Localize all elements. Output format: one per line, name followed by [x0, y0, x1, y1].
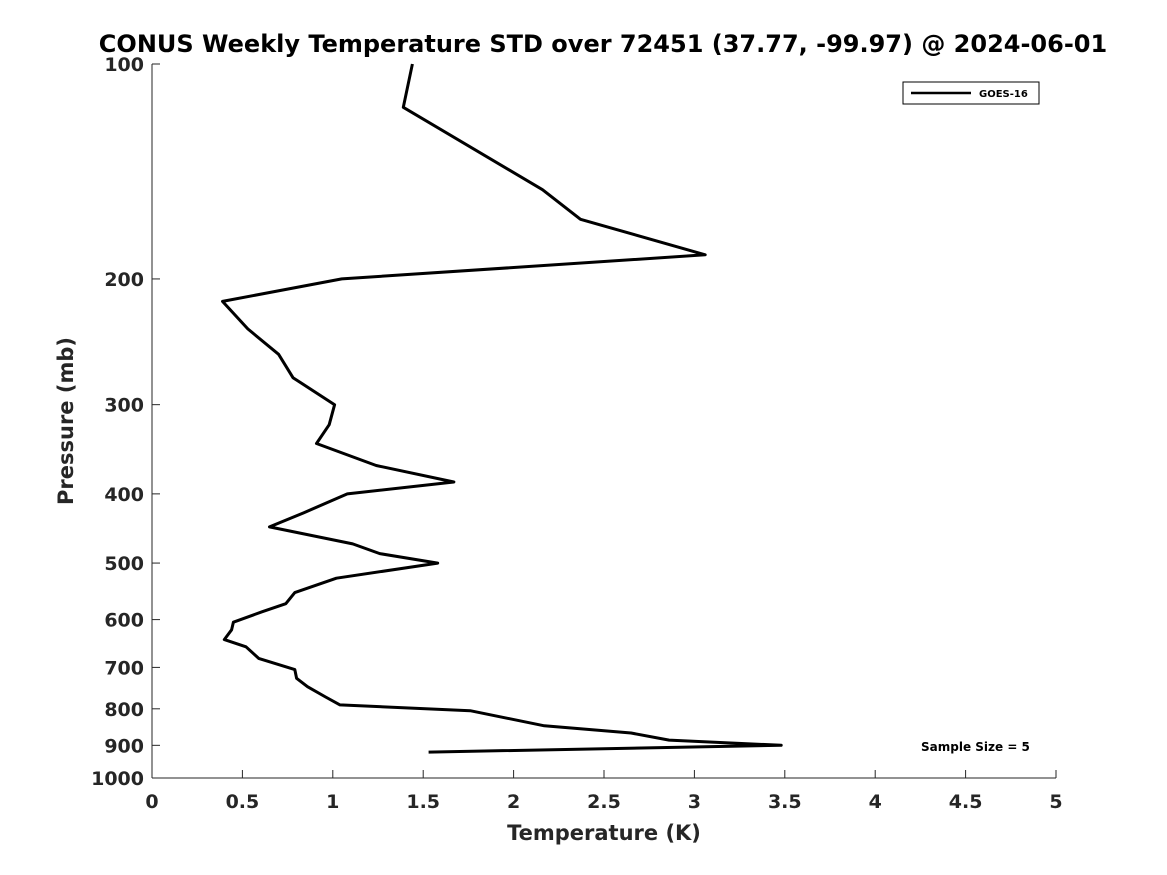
y-tick-label: 500	[104, 553, 144, 575]
axes: 0 0.5 1 1.5 2 2.5 3 3.5 4 4.5 5 100 200 300 400 500 600 7…	[91, 54, 1063, 813]
x-tick-label: 1	[326, 791, 339, 813]
y-tick-label: 200	[104, 269, 144, 291]
y-tick-label: 300	[104, 395, 144, 417]
y-axis-label: Pressure (mb)	[54, 337, 78, 505]
series-line-goes-16	[221, 63, 783, 754]
x-tick-label: 2.5	[587, 791, 621, 813]
x-tick-label: 5	[1049, 791, 1062, 813]
y-tick-label: 400	[104, 484, 144, 506]
x-tick-label: 4.5	[949, 791, 983, 813]
y-tick-label: 700	[104, 657, 144, 679]
y-tick-label: 900	[104, 735, 144, 757]
y-tick-label: 600	[104, 610, 144, 632]
y-tick-label: 1000	[91, 768, 144, 790]
series-layer	[221, 63, 783, 754]
x-tick-label: 0.5	[226, 791, 260, 813]
x-axis-label: Temperature (K)	[507, 821, 701, 845]
x-tick-label: 3	[688, 791, 701, 813]
sample-size-annotation: Sample Size = 5	[921, 740, 1030, 754]
x-tick-label: 4	[869, 791, 882, 813]
x-tick-label: 0	[145, 791, 158, 813]
chart-title: CONUS Weekly Temperature STD over 72451 …	[99, 30, 1107, 58]
x-tick-label: 3.5	[768, 791, 802, 813]
y-tick-label: 100	[104, 54, 144, 76]
legend-label-goes-16: GOES-16	[979, 89, 1028, 100]
legend: GOES-16	[902, 81, 1040, 105]
y-tick-label: 800	[104, 699, 144, 721]
x-tick-label: 1.5	[406, 791, 440, 813]
x-tick-label: 2	[507, 791, 520, 813]
